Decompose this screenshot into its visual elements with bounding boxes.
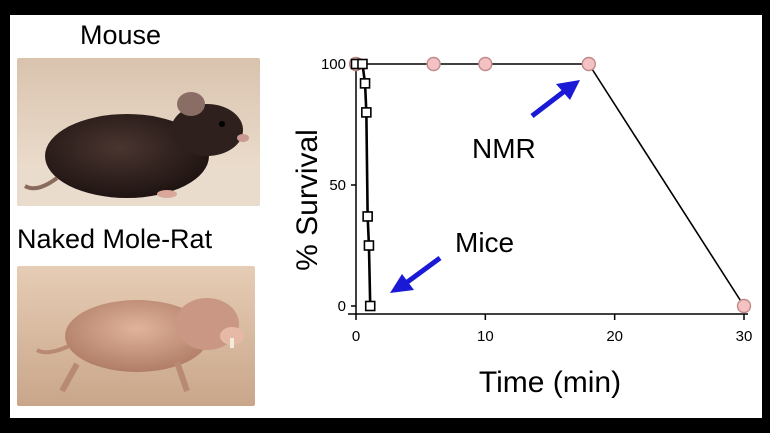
x-axis-title: Time (min) — [479, 366, 621, 399]
nmr-photo — [17, 266, 255, 406]
y-tick-label: 0 — [338, 298, 346, 315]
axes: 0 50 100 0 10 20 30 — [321, 56, 752, 345]
nmr-photo-label: Naked Mole-Rat — [17, 224, 213, 254]
y-tick-label: 50 — [329, 177, 346, 194]
nmr-annotation: NMR — [472, 133, 536, 164]
nmr-point — [581, 56, 596, 72]
nmr-point — [736, 298, 752, 314]
x-tick-label: 20 — [606, 328, 623, 345]
x-tick-label: 0 — [352, 328, 360, 345]
nmr-point — [426, 56, 441, 72]
series-layer — [348, 56, 752, 314]
mice-point — [361, 107, 372, 118]
mice-point — [363, 240, 375, 251]
nmr-arrow-icon — [530, 80, 580, 118]
mice-point — [357, 58, 368, 70]
y-axis-title: % Survival — [291, 129, 324, 271]
y-tick-label: 100 — [321, 56, 346, 73]
mouse-label: Mouse — [80, 20, 162, 50]
x-tick-label: 10 — [477, 328, 494, 345]
nmr-point — [478, 56, 493, 72]
series-line — [356, 62, 372, 307]
annotations: NMR Mice — [390, 80, 580, 293]
mice-point — [362, 211, 373, 222]
mouse-photo — [17, 58, 260, 206]
mice-point — [359, 78, 371, 89]
mice-arrow-icon — [390, 255, 442, 293]
x-tick-label: 30 — [736, 328, 753, 345]
mice-annotation: Mice — [455, 227, 514, 258]
mice-point — [364, 300, 376, 312]
